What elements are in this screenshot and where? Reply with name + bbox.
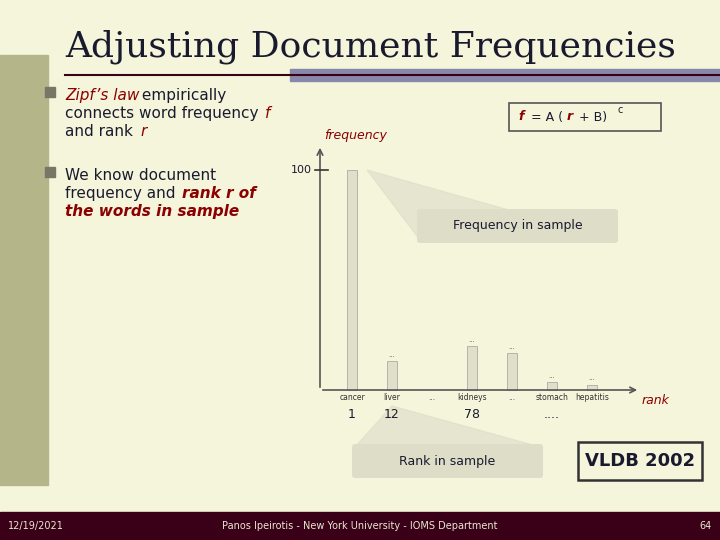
Text: Zipf’s law: Zipf’s law: [65, 88, 140, 103]
Polygon shape: [367, 170, 615, 240]
Text: ...: ...: [389, 353, 395, 359]
Text: r: r: [140, 124, 146, 139]
Text: + B): + B): [575, 111, 611, 124]
FancyBboxPatch shape: [509, 103, 661, 131]
Bar: [467, 346, 477, 390]
Text: rank r of: rank r of: [182, 186, 256, 201]
Bar: [507, 353, 517, 390]
Text: cancer: cancer: [339, 393, 365, 402]
Text: connects word frequency: connects word frequency: [65, 106, 264, 121]
Text: frequency: frequency: [324, 129, 387, 142]
Text: Rank in sample: Rank in sample: [400, 455, 495, 468]
Text: ...: ...: [508, 393, 516, 402]
Bar: [587, 384, 597, 390]
Text: kidneys: kidneys: [457, 393, 487, 402]
Text: r: r: [567, 111, 573, 124]
Text: rank: rank: [642, 394, 670, 407]
Bar: [0, 512, 720, 540]
Text: = A (: = A (: [527, 111, 563, 124]
Text: VLDB 2002: VLDB 2002: [585, 452, 695, 470]
Text: 64: 64: [700, 521, 712, 531]
Text: ...: ...: [589, 375, 595, 381]
Text: 12/19/2021: 12/19/2021: [8, 521, 64, 531]
Text: We know document: We know document: [65, 168, 216, 183]
Text: and rank: and rank: [65, 124, 138, 139]
Text: ...: ...: [428, 393, 436, 402]
Text: empirically: empirically: [137, 88, 226, 103]
Text: ...: ...: [469, 337, 475, 343]
Text: 100: 100: [291, 165, 312, 175]
Text: Frequency in sample: Frequency in sample: [453, 219, 582, 233]
Text: ....: ....: [544, 408, 560, 421]
Text: ...: ...: [508, 343, 516, 349]
Text: 78: 78: [464, 408, 480, 421]
FancyBboxPatch shape: [417, 209, 618, 243]
Bar: [387, 361, 397, 390]
Text: frequency and: frequency and: [65, 186, 181, 201]
Text: liver: liver: [384, 393, 400, 402]
FancyBboxPatch shape: [578, 442, 702, 480]
Text: f: f: [518, 111, 523, 124]
Text: hepatitis: hepatitis: [575, 393, 609, 402]
Bar: [290, 69, 720, 81]
Bar: [547, 382, 557, 390]
Text: ...: ...: [549, 373, 555, 379]
Polygon shape: [355, 406, 540, 447]
Bar: [0, 55, 48, 485]
Text: 12: 12: [384, 408, 400, 421]
Text: Adjusting Document Frequencies: Adjusting Document Frequencies: [65, 30, 676, 64]
Text: the words in sample: the words in sample: [65, 204, 239, 219]
Text: c: c: [618, 105, 624, 115]
Text: stomach: stomach: [536, 393, 568, 402]
FancyBboxPatch shape: [352, 444, 543, 478]
Text: f: f: [265, 106, 271, 121]
Text: Panos Ipeirotis - New York University - IOMS Department: Panos Ipeirotis - New York University - …: [222, 521, 498, 531]
Text: 1: 1: [348, 408, 356, 421]
Bar: [347, 170, 357, 390]
